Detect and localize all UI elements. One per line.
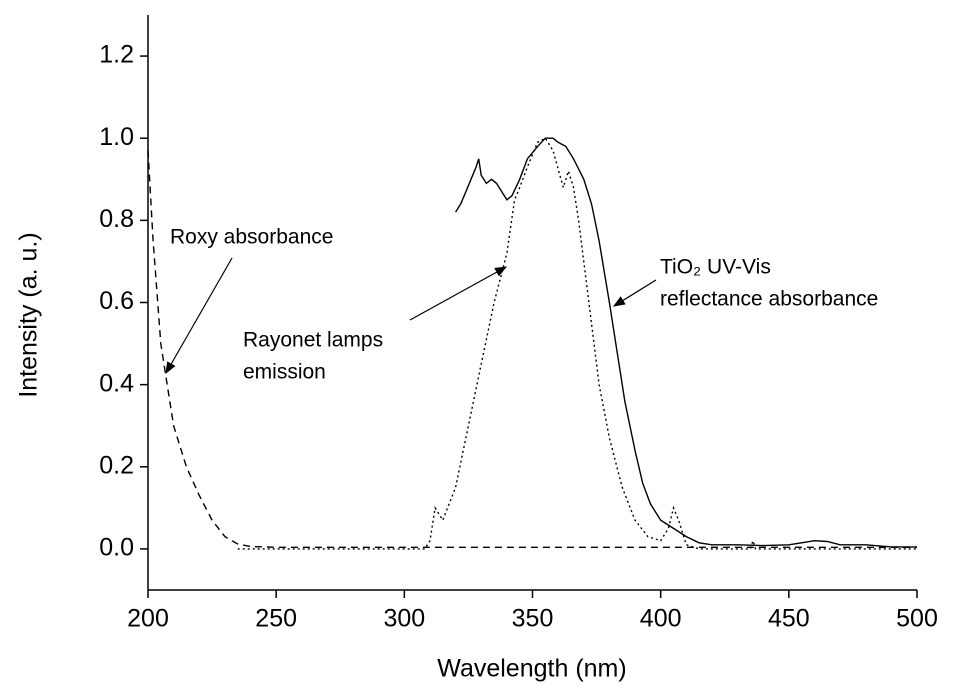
annotation: reflectance absorbance: [660, 288, 878, 311]
series-line: [455, 137, 917, 548]
x-tick-label: 200: [127, 605, 169, 633]
y-tick-label: 0.8: [99, 205, 134, 233]
annotation-arrow: [612, 279, 657, 307]
x-tick-label: 500: [896, 605, 938, 633]
y-tick-label: 0.6: [99, 287, 134, 315]
annotation: TiO₂ UV-Vis: [660, 256, 771, 279]
y-axis-label: Intensity (a. u.): [15, 232, 43, 397]
x-tick-label: 250: [255, 605, 297, 633]
annotation-arrow: [165, 257, 233, 375]
x-tick-label: 400: [640, 605, 682, 633]
annotation: Roxy absorbance: [170, 226, 333, 249]
y-tick-label: 1.2: [99, 41, 134, 69]
y-tick-label: 1.0: [99, 123, 134, 151]
y-tick-label: 0.0: [99, 534, 134, 562]
y-tick-label: 0.2: [99, 451, 134, 479]
x-tick-label: 300: [383, 605, 425, 633]
annotation: emission: [243, 361, 326, 384]
x-tick-label: 350: [512, 605, 554, 633]
y-tick-label: 0.4: [99, 369, 134, 397]
annotation: Rayonet lamps: [243, 329, 383, 352]
annotation-arrow: [409, 266, 508, 321]
x-tick-label: 450: [768, 605, 810, 633]
series-line: [147, 150, 917, 548]
x-axis-label: Wavelength (nm): [437, 655, 626, 683]
